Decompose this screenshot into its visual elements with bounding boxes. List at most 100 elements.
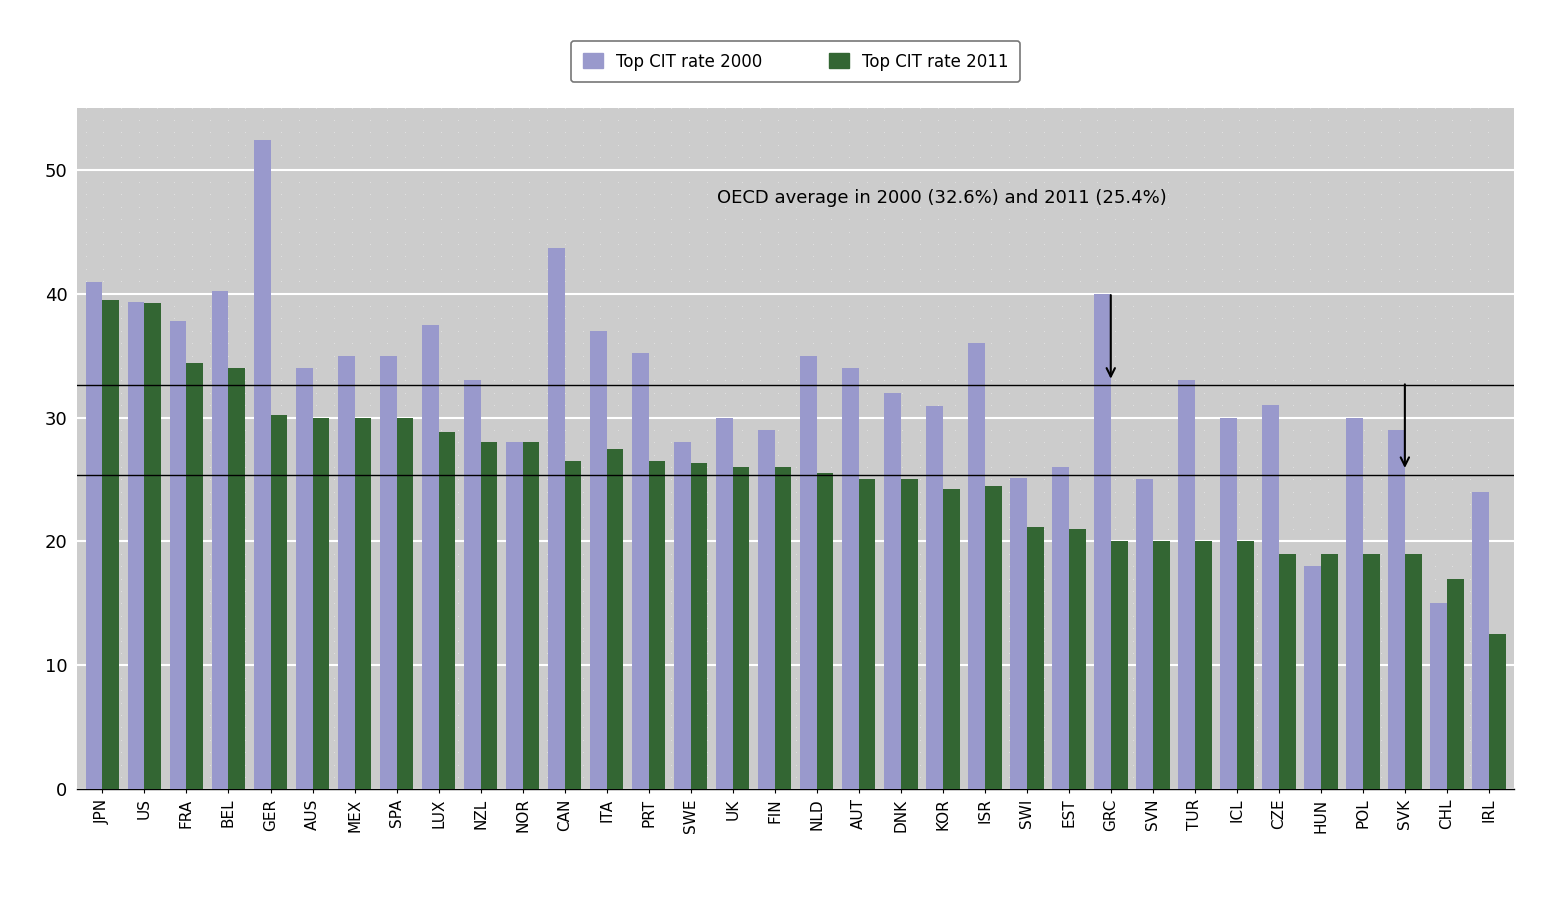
Point: [978, 336, 1003, 351]
Point: [1103, 522, 1128, 536]
Point: [925, 733, 950, 747]
Point: [428, 237, 453, 251]
Point: [144, 695, 168, 710]
Point: [518, 324, 542, 338]
Point: [854, 609, 879, 623]
Point: [624, 546, 649, 561]
Point: [162, 782, 187, 797]
Point: [1191, 150, 1216, 164]
Point: [250, 695, 275, 710]
Point: [127, 448, 151, 462]
Point: [127, 212, 151, 226]
Point: [766, 336, 791, 351]
Point: [1049, 671, 1074, 685]
Point: [1458, 497, 1483, 511]
Point: [179, 535, 204, 549]
Point: [1352, 187, 1377, 202]
Point: [144, 398, 168, 413]
Point: [1262, 126, 1287, 140]
Point: [535, 126, 559, 140]
Point: [1404, 633, 1429, 648]
Point: [91, 311, 116, 326]
Bar: [295, 368, 312, 789]
Point: [162, 460, 187, 475]
Point: [1139, 373, 1163, 388]
Point: [1387, 621, 1412, 635]
Point: [1227, 126, 1251, 140]
Point: [482, 497, 507, 511]
Point: [108, 571, 133, 586]
Point: [641, 435, 666, 449]
Point: [1014, 422, 1038, 437]
Point: [233, 484, 258, 499]
Point: [108, 398, 133, 413]
Point: [695, 274, 720, 288]
Point: [1316, 237, 1341, 251]
Point: [783, 212, 808, 226]
Point: [1210, 597, 1234, 611]
Point: [1423, 609, 1448, 623]
Point: [1103, 708, 1128, 722]
Point: [73, 175, 97, 189]
Point: [1174, 621, 1199, 635]
Point: [695, 175, 720, 189]
Point: [695, 546, 720, 561]
Point: [819, 324, 844, 338]
Point: [641, 150, 666, 164]
Point: [321, 559, 346, 573]
Point: [890, 398, 915, 413]
Point: [321, 249, 346, 264]
Point: [1458, 708, 1483, 722]
Point: [1316, 224, 1341, 239]
Point: [1281, 348, 1306, 362]
Point: [712, 336, 737, 351]
Point: [1227, 113, 1251, 127]
Point: [1014, 571, 1038, 586]
Point: [606, 745, 630, 760]
Point: [1281, 299, 1306, 313]
Point: [925, 187, 950, 202]
Point: [854, 200, 879, 214]
Point: [606, 448, 630, 462]
Point: [1458, 200, 1483, 214]
Point: [535, 546, 559, 561]
Point: [215, 546, 239, 561]
Point: [1369, 398, 1394, 413]
Point: [1316, 311, 1341, 326]
Point: [250, 286, 275, 300]
Point: [641, 621, 666, 635]
Point: [1458, 286, 1483, 300]
Point: [304, 473, 329, 487]
Point: [198, 695, 222, 710]
Point: [1120, 646, 1145, 660]
Point: [1174, 100, 1199, 115]
Point: [1404, 609, 1429, 623]
Point: [997, 621, 1021, 635]
Point: [1458, 348, 1483, 362]
Point: [800, 497, 825, 511]
Point: [589, 311, 613, 326]
Point: [1174, 448, 1199, 462]
Point: [1245, 484, 1270, 499]
Point: [1387, 422, 1412, 437]
Point: [1191, 286, 1216, 300]
Point: [250, 473, 275, 487]
Point: [570, 609, 595, 623]
Point: [1298, 695, 1323, 710]
Point: [286, 497, 311, 511]
Point: [1103, 535, 1128, 549]
Point: [1404, 695, 1429, 710]
Point: [1475, 633, 1500, 648]
Point: [269, 398, 294, 413]
Point: [731, 497, 756, 511]
Point: [854, 571, 879, 586]
Point: [1174, 286, 1199, 300]
Point: [819, 597, 844, 611]
Point: [836, 782, 861, 797]
Point: [428, 695, 453, 710]
Point: [677, 373, 701, 388]
Point: [624, 348, 649, 362]
Point: [1369, 224, 1394, 239]
Point: [1103, 274, 1128, 288]
Point: [1174, 559, 1199, 573]
